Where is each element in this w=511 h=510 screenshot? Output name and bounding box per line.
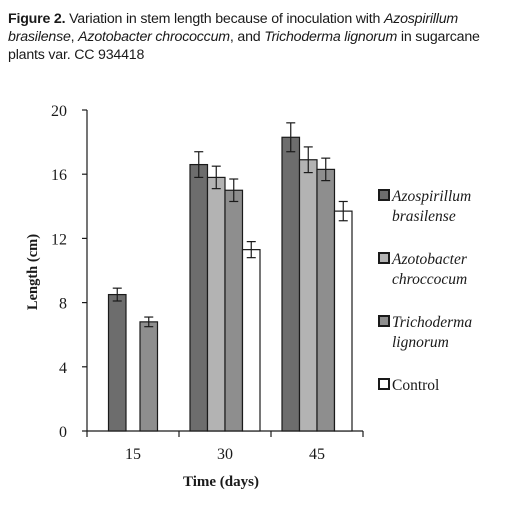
bar — [139, 321, 159, 432]
legend-swatch — [378, 189, 390, 201]
y-tick-label: 4 — [59, 360, 67, 377]
bar — [333, 210, 353, 432]
legend-label: brasilense — [392, 208, 456, 225]
legend-label: Trichoderma — [392, 314, 472, 331]
bar — [281, 136, 301, 432]
y-tick-label: 0 — [59, 424, 67, 441]
caption-sep-1: , — [70, 29, 79, 45]
legend-swatch — [378, 315, 390, 327]
bar — [107, 293, 127, 432]
x-tick-label: 15 — [125, 446, 141, 463]
y-tick-label: 20 — [51, 103, 67, 120]
x-tick-label: 45 — [309, 446, 325, 463]
y-axis-label: Length (cm) — [25, 234, 41, 310]
x-tick-label: 30 — [217, 446, 233, 463]
legend-label: Control — [392, 377, 439, 394]
legend-label: lignorum — [392, 334, 449, 351]
caption-text-2: in sugarcane plants var. CC 934418 — [8, 29, 480, 63]
bar — [298, 159, 318, 432]
legend: Azospirillum brasilense Azotobacter chrocco… — [378, 188, 472, 394]
caption-text-1: Variation in stem length because of inoc… — [65, 11, 384, 27]
caption-organism-3: Trichoderma lignorum — [264, 29, 398, 45]
legend-swatch — [378, 252, 390, 264]
bar — [316, 168, 336, 432]
figure-label: Figure 2. — [8, 11, 66, 27]
bar — [206, 176, 226, 432]
y-tick-label: 12 — [51, 231, 67, 248]
legend-label: Azospirillum — [391, 188, 471, 205]
x-axis-label: Time (days) — [183, 474, 259, 490]
y-tick-label: 8 — [59, 296, 67, 313]
caption-organism-1: Azospirillum brasilense — [8, 11, 459, 45]
legend-label: Azotobacter — [391, 251, 468, 268]
plot-area: 0 4 8 12 16 20 15 30 45 — [51, 103, 364, 463]
legend-swatch — [378, 378, 390, 390]
figure-caption: Figure 2. Variation in stem length becau… — [8, 10, 498, 64]
bar — [241, 249, 261, 432]
bar — [189, 163, 209, 432]
y-tick-label: 16 — [51, 167, 67, 184]
caption-organism-2: Azotobacter chrococcum — [78, 29, 230, 45]
caption-sep-2: , and — [229, 29, 265, 45]
bar — [224, 189, 244, 432]
legend-label: chroccocum — [392, 271, 467, 288]
